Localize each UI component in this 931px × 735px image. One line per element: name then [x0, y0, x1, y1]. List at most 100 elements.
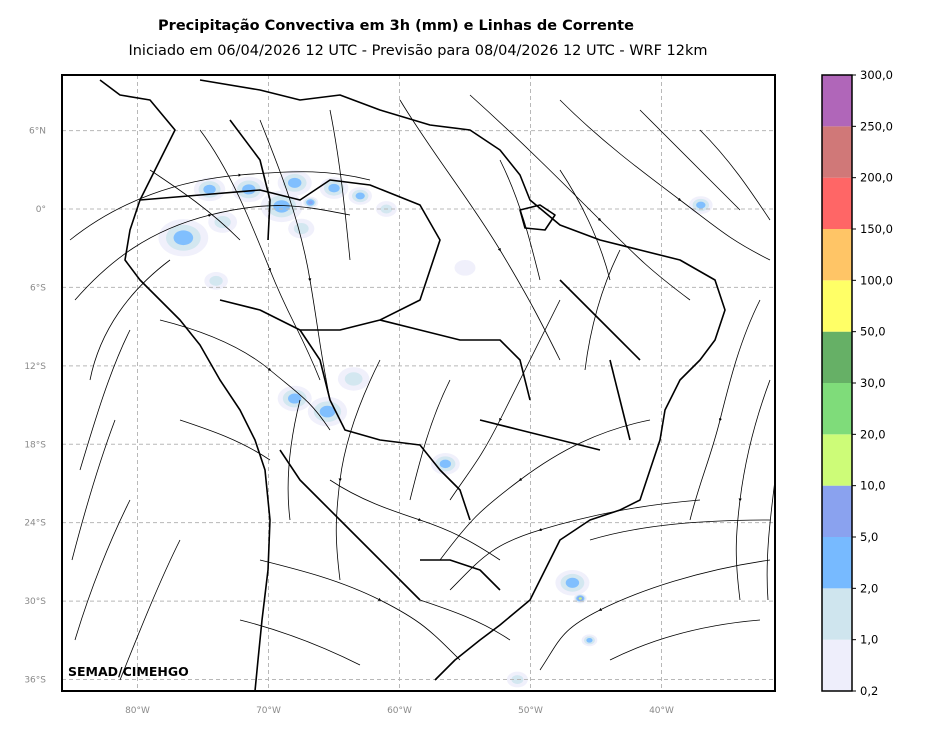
streamline	[79, 329, 131, 471]
y-tick-label: 12°S	[24, 362, 46, 372]
x-tick-label: 70°W	[256, 706, 281, 716]
x-tick-label: 40°W	[649, 706, 674, 716]
streamline	[71, 419, 116, 561]
border-line	[199, 79, 726, 681]
chart-title: Precipitação Convectiva em 3h (mm) e Lin…	[158, 18, 634, 34]
colorbar-swatch	[822, 639, 852, 691]
colorbar-label: 2,0	[860, 581, 878, 595]
colorbar-label: 200,0	[860, 171, 893, 185]
streamline	[399, 99, 561, 361]
streamline	[89, 259, 171, 381]
colorbar-label: 5,0	[860, 530, 878, 544]
border-line	[519, 204, 556, 231]
border-line	[229, 119, 271, 241]
x-tick-label: 60°W	[387, 706, 412, 716]
border-line	[559, 279, 641, 361]
streamline	[259, 559, 461, 661]
y-tick-label: 6°N	[29, 127, 46, 137]
precip-cell	[439, 459, 452, 469]
colorbar-swatch	[822, 434, 852, 486]
y-tick-label: 36°S	[24, 676, 46, 686]
colorbar-label: 300,0	[860, 68, 893, 82]
border-line	[379, 319, 531, 401]
precip-cell	[173, 230, 194, 246]
streamline	[74, 499, 131, 641]
precip-cell	[308, 200, 313, 205]
streamline	[449, 299, 561, 501]
precip-cell	[454, 259, 476, 276]
streamline	[329, 109, 351, 261]
colorbar-label: 150,0	[860, 222, 893, 236]
colorbar-label: 0,2	[860, 684, 878, 698]
precip-cell	[214, 215, 231, 229]
border-line	[99, 79, 271, 691]
colorbar-label: 50,0	[860, 325, 886, 339]
streamline	[239, 619, 361, 666]
border-line	[609, 359, 631, 441]
x-tick-label: 50°W	[518, 706, 543, 716]
colorbar-label: 250,0	[860, 119, 893, 133]
y-tick-label: 24°S	[24, 519, 46, 529]
colorbar-swatch	[822, 177, 852, 229]
precip-cell	[328, 183, 340, 193]
streamline	[499, 159, 541, 281]
streamline	[179, 419, 271, 461]
streamline	[149, 169, 241, 241]
latitude-ticks: 6°N 0° 6°S 12°S 18°S 24°S 30°S 36°S	[24, 127, 46, 686]
streamline	[539, 559, 771, 671]
colorbar-swatch	[822, 588, 852, 640]
streamline	[559, 169, 611, 281]
streamline	[335, 359, 381, 581]
country-borders	[99, 79, 726, 691]
streamline	[199, 129, 321, 381]
streamline	[69, 171, 371, 241]
colorbar-label: 100,0	[860, 273, 893, 287]
border-line	[420, 559, 501, 591]
map-gridlines	[62, 75, 775, 691]
precip-cell	[209, 275, 223, 286]
precip-cell	[586, 637, 593, 643]
streamline	[259, 119, 331, 401]
y-tick-label: 30°S	[24, 597, 46, 607]
colorbar-label: 1,0	[860, 633, 878, 647]
precip-cell	[319, 405, 336, 418]
colorbar-label: 20,0	[860, 427, 886, 441]
streamline	[159, 319, 331, 431]
map-frame	[61, 74, 776, 692]
streamline	[735, 379, 771, 601]
precip-cell	[273, 200, 290, 213]
x-tick-label: 80°W	[125, 706, 150, 716]
colorbar-swatch	[822, 280, 852, 332]
precip-cell	[565, 577, 580, 588]
streamline	[766, 479, 775, 601]
streamline	[74, 205, 351, 301]
y-tick-label: 6°S	[30, 283, 46, 293]
credit-label: SEMAD/CIMEHGO	[68, 664, 189, 679]
colorbar-swatch	[822, 485, 852, 537]
colorbar-label: 10,0	[860, 479, 886, 493]
precip-cell	[242, 184, 256, 195]
precip-cell	[696, 201, 706, 209]
longitude-ticks: 80°W 70°W 60°W 50°W 40°W	[125, 706, 674, 716]
precip-cell	[287, 393, 302, 404]
y-tick-label: 0°	[36, 205, 46, 215]
precip-cell	[344, 372, 363, 386]
streamline	[589, 519, 771, 541]
streamlines	[69, 94, 775, 681]
streamline	[409, 379, 451, 501]
colorbar-swatch	[822, 537, 852, 589]
streamline	[639, 109, 741, 211]
streamline	[449, 499, 701, 591]
streamline	[584, 249, 621, 371]
streamline	[559, 99, 771, 261]
border-line	[479, 419, 601, 451]
border-line	[299, 329, 471, 521]
streamline	[699, 129, 771, 221]
streamline	[287, 399, 301, 521]
border-line	[279, 449, 421, 601]
streamline	[689, 299, 761, 521]
colorbar-swatch	[822, 75, 852, 127]
streamline	[609, 619, 761, 661]
border-line	[139, 179, 441, 331]
